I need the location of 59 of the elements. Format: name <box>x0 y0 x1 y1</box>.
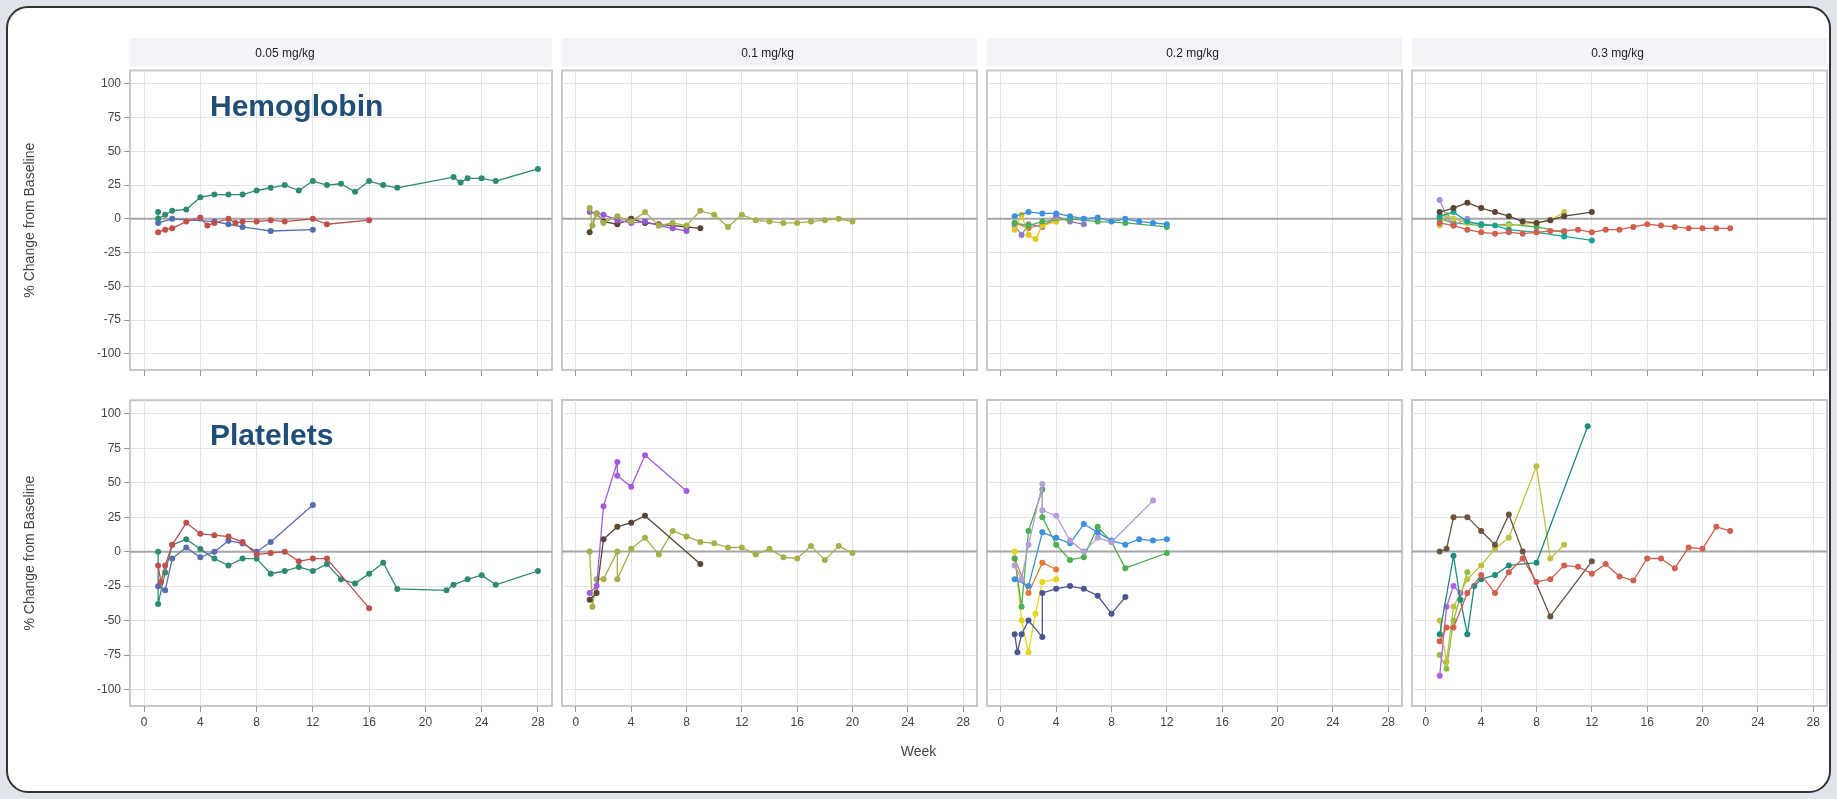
y-tick-label: 75 <box>107 109 122 124</box>
y-tick-label: 25 <box>107 509 122 524</box>
y-tick-label: -100 <box>96 346 122 361</box>
y-tick-label: -25 <box>103 244 122 259</box>
y-tick-label: -100 <box>96 681 122 696</box>
x-tick-label: 28 <box>1381 714 1396 729</box>
y-tick-label: 100 <box>100 406 122 421</box>
y-tick-label: -50 <box>103 612 122 627</box>
x-axis-title: Week <box>899 743 938 759</box>
y-tick-label: -25 <box>103 578 122 593</box>
x-tick-label: 24 <box>1751 714 1765 729</box>
y-tick-label: 0 <box>114 211 122 226</box>
x-tick-label: 12 <box>1585 714 1599 729</box>
y-tick-label: 50 <box>107 475 122 490</box>
y-tick-label: 100 <box>100 76 122 91</box>
x-tick-label: 16 <box>1215 714 1230 729</box>
x-tick-label: 24 <box>474 714 489 729</box>
y-tick-label: 75 <box>107 440 122 455</box>
y-tick-label: 50 <box>107 143 122 158</box>
x-tick-label: 16 <box>1640 714 1655 729</box>
x-tick-label: 0 <box>1422 714 1430 729</box>
x-tick-label: 8 <box>253 714 261 729</box>
x-tick-label: 12 <box>1160 714 1174 729</box>
x-tick-label: 20 <box>1695 714 1710 729</box>
x-tick-label: 8 <box>1533 714 1541 729</box>
y-tick-label: 0 <box>114 544 122 559</box>
x-tick-label: 16 <box>362 714 377 729</box>
x-tick-label: 24 <box>1326 714 1340 729</box>
x-tick-label: 24 <box>901 714 915 729</box>
annotation: Platelets <box>210 418 334 452</box>
x-tick-label: 28 <box>1806 714 1821 729</box>
y-axis-title: % Change from Baseline <box>21 142 38 298</box>
x-tick-label: 20 <box>1270 714 1285 729</box>
x-tick-label: 20 <box>845 714 860 729</box>
x-tick-label: 28 <box>531 714 545 729</box>
x-tick-label: 12 <box>306 714 320 729</box>
x-tick-label: 4 <box>627 714 635 729</box>
chart-title: 0.2 mg/kg <box>1166 45 1219 60</box>
annotation: Hemoglobin <box>210 88 384 122</box>
y-tick-label: -75 <box>103 647 122 662</box>
chart-title: 0.1 mg/kg <box>741 45 794 60</box>
y-tick-label: -75 <box>103 312 122 327</box>
x-tick-label: 0 <box>140 714 148 729</box>
x-tick-label: 0 <box>572 714 580 729</box>
y-tick-label: 25 <box>107 177 122 192</box>
y-tick-label: -50 <box>103 278 122 293</box>
y-axis-title: % Change from Baseline <box>21 475 38 631</box>
x-tick-label: 0 <box>997 714 1005 729</box>
x-tick-label: 28 <box>956 714 971 729</box>
chart-title: 0.3 mg/kg <box>1591 45 1644 60</box>
x-tick-label: 20 <box>418 714 433 729</box>
x-tick-label: 8 <box>1108 714 1116 729</box>
x-tick-label: 4 <box>196 714 204 729</box>
x-tick-label: 4 <box>1052 714 1060 729</box>
x-tick-label: 12 <box>735 714 749 729</box>
x-tick-label: 8 <box>683 714 691 729</box>
x-tick-label: 16 <box>790 714 805 729</box>
x-tick-label: 4 <box>1477 714 1485 729</box>
chart-title: 0.05 mg/kg <box>255 45 315 60</box>
